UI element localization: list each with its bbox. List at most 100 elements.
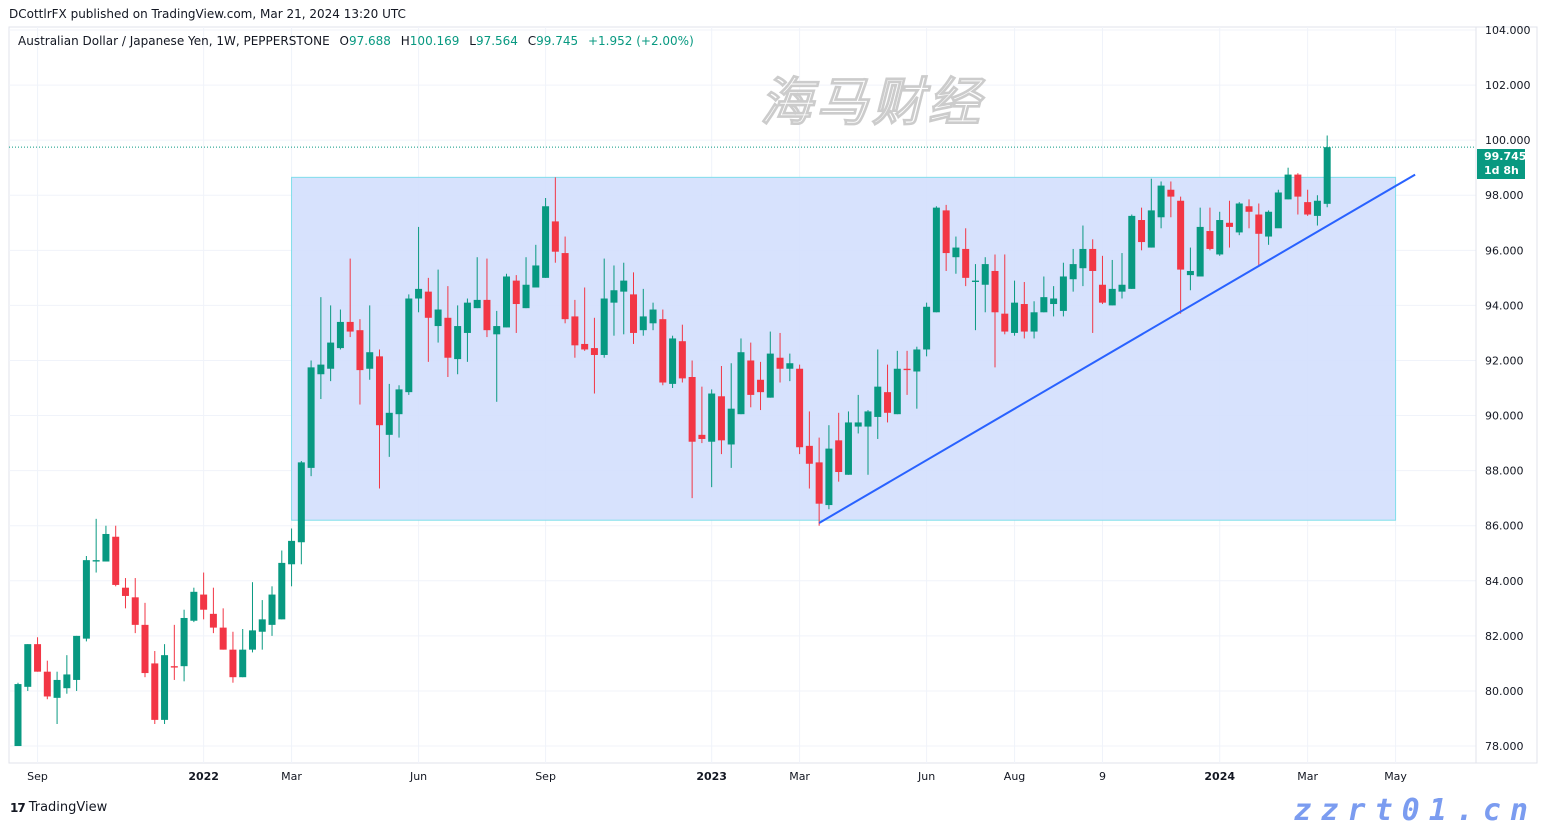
candle-body xyxy=(297,462,305,543)
price-tick-label: 94.000 xyxy=(1485,299,1524,312)
candle-down xyxy=(1255,203,1263,266)
candle-up xyxy=(297,461,305,565)
candle-body xyxy=(463,302,471,333)
time-tick-label: May xyxy=(1384,770,1407,783)
candle-body xyxy=(1245,206,1253,212)
candle-body xyxy=(483,299,491,331)
candle-up xyxy=(952,236,960,274)
candle-down xyxy=(483,258,491,338)
candle-up xyxy=(415,226,423,313)
time-tick-label: Sep xyxy=(535,770,556,783)
candle-body xyxy=(727,408,735,445)
candle-down xyxy=(903,350,911,395)
high-label: H xyxy=(400,34,410,48)
time-tick-label: Mar xyxy=(281,770,302,783)
low-value: 97.564 xyxy=(475,34,518,48)
candle-down xyxy=(1138,207,1146,251)
candle-down xyxy=(835,412,843,482)
change-value: +1.952 (+2.00%) xyxy=(587,34,694,48)
symbol-name[interactable]: Australian Dollar / Japanese Yen, 1W, PE… xyxy=(18,34,330,48)
candle-body xyxy=(923,306,931,350)
watermark-logo: 海马财经 xyxy=(759,73,985,134)
candle-body xyxy=(1206,231,1214,249)
candle-up xyxy=(1011,280,1019,336)
candle-up xyxy=(278,550,286,620)
candle-body xyxy=(1001,313,1009,332)
candle-body xyxy=(747,360,755,395)
candle-body xyxy=(141,624,149,674)
candle-body xyxy=(346,321,354,332)
candle-body xyxy=(678,341,686,379)
candle-body xyxy=(542,206,550,278)
brand-name[interactable]: TradingView xyxy=(28,800,108,815)
candle-body xyxy=(962,248,970,278)
candle-up xyxy=(1323,135,1331,208)
candle-down xyxy=(34,637,42,672)
candle-down xyxy=(121,578,129,609)
candle-down xyxy=(717,365,725,455)
candle-body xyxy=(503,276,510,328)
candle-down xyxy=(1304,189,1312,216)
candle-body xyxy=(1196,226,1204,277)
price-axis[interactable]: 78.000 80.000 82.000 84.000 86.000 88.000 90.0… xyxy=(1485,24,1531,753)
candle-down xyxy=(1294,173,1302,215)
price-tick-label: 98.000 xyxy=(1485,189,1524,202)
candle-body xyxy=(14,684,22,747)
time-tick-label: 9 xyxy=(1099,770,1106,783)
candle-up xyxy=(766,331,774,398)
candle-down xyxy=(757,361,765,411)
candle-body xyxy=(1265,211,1273,237)
candle-body xyxy=(92,560,100,562)
candle-body xyxy=(209,613,217,628)
candle-body xyxy=(278,562,286,620)
candle-body xyxy=(375,356,383,426)
candle-down xyxy=(884,364,892,423)
candle-body xyxy=(815,462,823,504)
candle-down xyxy=(43,660,51,700)
candle-up xyxy=(932,206,940,313)
candle-body xyxy=(522,284,530,309)
candle-body xyxy=(669,338,677,384)
candle-body xyxy=(1089,248,1097,271)
candle-body xyxy=(1323,147,1331,204)
candle-body xyxy=(854,422,862,427)
candle-down xyxy=(1167,181,1175,218)
candle-body xyxy=(981,264,989,285)
candle-body xyxy=(1216,220,1224,255)
candle-up xyxy=(981,257,989,313)
candle-up xyxy=(1069,248,1077,292)
price-tick-label: 104.000 xyxy=(1485,24,1531,37)
candle-down xyxy=(678,324,686,383)
candle-body xyxy=(1050,298,1058,305)
tradingview-logo-icon[interactable]: 17 xyxy=(10,800,26,815)
candle-body xyxy=(1284,174,1292,200)
price-tick-label: 90.000 xyxy=(1485,410,1524,423)
candle-up xyxy=(161,644,169,725)
candle-body xyxy=(991,270,999,313)
candle-body xyxy=(844,422,852,475)
candle-up xyxy=(14,682,22,747)
candle-body xyxy=(1147,210,1155,248)
candle-body xyxy=(229,649,237,678)
candle-body xyxy=(258,619,266,632)
candle-up xyxy=(1284,167,1292,200)
candle-down xyxy=(444,286,452,378)
candle-up xyxy=(1118,253,1126,299)
candle-body xyxy=(512,280,520,305)
candle-body xyxy=(620,280,628,292)
candle-up xyxy=(395,385,403,438)
symbol-legend: Australian Dollar / Japanese Yen, 1W, PE… xyxy=(18,34,694,48)
candle-down xyxy=(1098,255,1106,305)
candle-body xyxy=(737,352,745,415)
candle-down xyxy=(1020,281,1028,339)
publish-info: DCottlrFX published on TradingView.com, … xyxy=(9,7,406,21)
candle-body xyxy=(581,343,589,350)
candle-down xyxy=(659,309,667,386)
candle-down xyxy=(942,204,950,271)
time-tick-label: 2022 xyxy=(188,770,219,783)
candle-body xyxy=(121,587,129,596)
candle-up xyxy=(1157,181,1165,229)
time-axis[interactable]: Sep 2022 Mar Jun Sep 2023 Mar Jun Aug 9 2024 Mar May xyxy=(27,770,1407,783)
candle-up xyxy=(180,609,188,682)
